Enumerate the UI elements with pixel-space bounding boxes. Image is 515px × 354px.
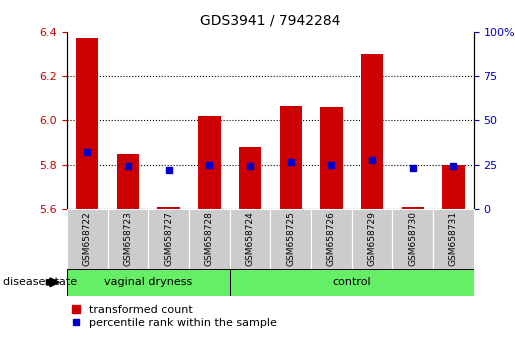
Text: GSM658726: GSM658726 (327, 211, 336, 267)
Bar (189, 209, 230, 269)
Bar (270, 209, 311, 269)
Text: control: control (333, 277, 371, 287)
Bar (442, 165, 465, 209)
Legend: transformed count, percentile rank within the sample: transformed count, percentile rank withi… (73, 305, 277, 328)
Bar (230, 209, 270, 269)
Bar (311, 209, 352, 269)
Text: vaginal dryness: vaginal dryness (104, 277, 193, 287)
Text: GSM658729: GSM658729 (368, 211, 376, 267)
Bar (352, 209, 392, 269)
Bar (280, 106, 302, 209)
Bar (158, 207, 180, 209)
Text: GSM658730: GSM658730 (408, 211, 417, 267)
Bar (67, 209, 108, 269)
Bar (67, 269, 230, 296)
Text: GSM658724: GSM658724 (246, 212, 254, 266)
Text: GSM658723: GSM658723 (124, 211, 132, 267)
Bar (361, 54, 383, 209)
Text: GSM658731: GSM658731 (449, 211, 458, 267)
Bar (320, 107, 342, 209)
Bar (117, 154, 139, 209)
Bar (148, 209, 189, 269)
Text: GSM658722: GSM658722 (83, 212, 92, 266)
Bar (76, 39, 98, 209)
Title: GDS3941 / 7942284: GDS3941 / 7942284 (200, 14, 340, 28)
Text: GSM658728: GSM658728 (205, 211, 214, 267)
Bar (402, 207, 424, 209)
Bar (230, 269, 474, 296)
Bar (239, 147, 261, 209)
Bar (433, 209, 474, 269)
Text: GSM658727: GSM658727 (164, 211, 173, 267)
Bar (392, 209, 433, 269)
Text: GSM658725: GSM658725 (286, 211, 295, 267)
Text: disease state: disease state (3, 277, 77, 287)
Bar (198, 116, 220, 209)
Bar (108, 209, 148, 269)
